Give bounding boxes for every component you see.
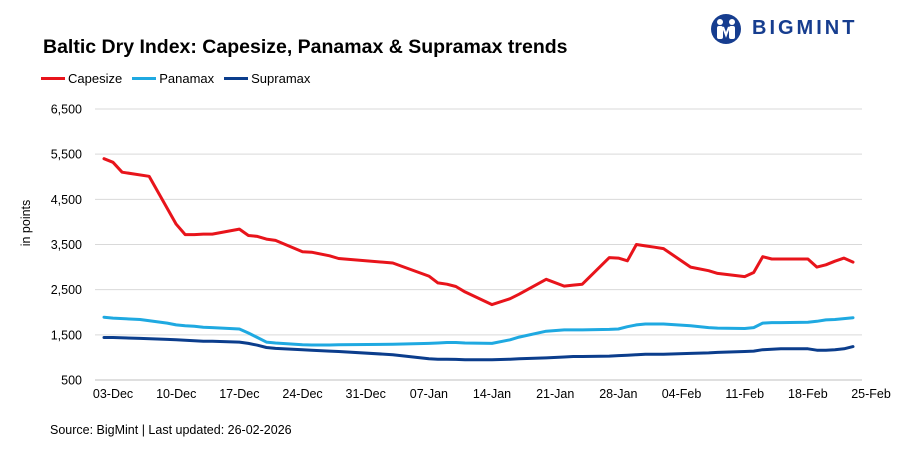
brand-name: BIGMINT	[752, 17, 858, 39]
x-tick-label-5: 07-Jan	[410, 387, 448, 401]
x-tick-label-6: 14-Jan	[473, 387, 511, 401]
x-tick-label-11: 18-Feb	[788, 387, 828, 401]
y-tick-label-1500: 1,500	[51, 328, 82, 342]
x-tick-label-10: 11-Feb	[725, 387, 764, 401]
legend-label-capesize: Capesize	[68, 70, 123, 86]
legend-swatch-supramax	[224, 76, 249, 80]
x-tick-label-8: 28-Jan	[599, 387, 637, 401]
legend-item-panamax: Panamax	[132, 71, 214, 86]
x-axis-ticks: 03-Dec 10-Dec 17-Dec 24-Dec 31-Dec 07-Jan 14-J…	[93, 387, 891, 401]
legend-item-supramax: Supramax	[224, 71, 310, 86]
series-line-panamax	[102, 315, 855, 347]
x-tick-label-3: 24-Dec	[282, 387, 322, 401]
chart-legend: Capesize Panamax Supramax	[41, 70, 320, 86]
y-axis-ticks: 500 1,500 2,500 3,500 4,500 5,500 6,500	[51, 103, 82, 388]
legend-label-panamax: Panamax	[159, 70, 215, 86]
y-tick-label-6500: 6,500	[51, 103, 82, 117]
x-tick-label-9: 04-Feb	[662, 387, 702, 401]
series-lines	[102, 157, 855, 362]
x-tick-label-12: 25-Feb	[851, 387, 891, 401]
gridlines	[95, 108, 862, 381]
brand-logo: BIGMINT	[706, 13, 896, 45]
series-line-supramax	[102, 336, 855, 362]
legend-label-supramax: Supramax	[251, 70, 311, 86]
source-note: Source: BigMint | Last updated: 26-02-20…	[50, 423, 292, 437]
bigmint-logo-icon	[711, 14, 741, 44]
x-tick-label-0: 03-Dec	[93, 387, 133, 401]
x-tick-label-1: 10-Dec	[156, 387, 196, 401]
y-tick-label-5500: 5,500	[51, 148, 82, 162]
legend-item-capesize: Capesize	[41, 71, 122, 86]
chart-title: Baltic Dry Index: Capesize, Panamax & Su…	[43, 36, 568, 58]
x-tick-label-7: 21-Jan	[536, 387, 574, 401]
legend-swatch-panamax	[132, 76, 157, 80]
y-tick-label-500: 500	[61, 374, 82, 388]
legend-swatch-capesize	[41, 76, 65, 80]
x-tick-label-2: 17-Dec	[219, 387, 259, 401]
y-tick-label-2500: 2,500	[51, 283, 82, 297]
x-tick-label-4: 31-Dec	[346, 387, 386, 401]
y-tick-label-3500: 3,500	[51, 238, 82, 252]
series-line-capesize	[102, 157, 855, 307]
y-tick-label-4500: 4,500	[51, 193, 82, 207]
